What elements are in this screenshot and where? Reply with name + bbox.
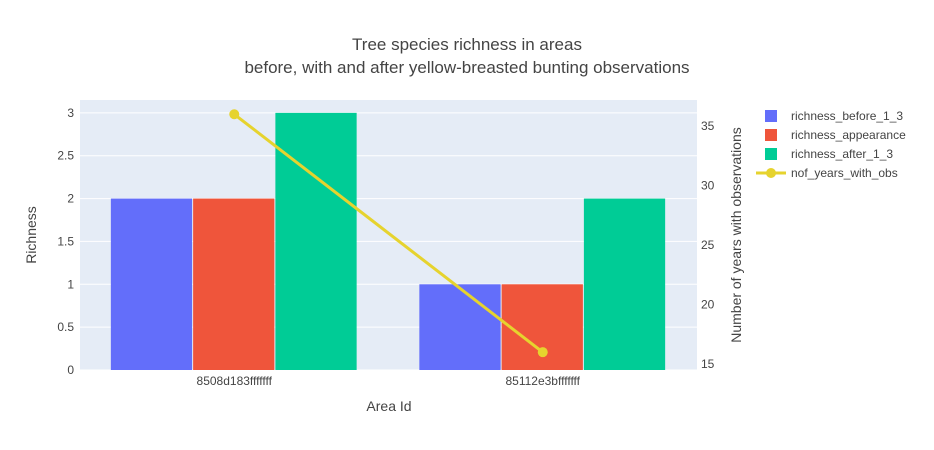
y-tick-label: 1.5 bbox=[57, 234, 74, 248]
point-nof_years_with_obs bbox=[537, 347, 548, 358]
x-tick-label: 8508d183fffffff bbox=[197, 374, 273, 388]
y2-axis-ticks: 15 20 25 30 35 bbox=[701, 119, 715, 371]
y-tick-label: 3 bbox=[67, 106, 74, 120]
bar-richness_after_1_3 bbox=[275, 112, 357, 370]
legend-label: richness_after_1_3 bbox=[791, 147, 893, 161]
y-tick-label: 1 bbox=[67, 277, 74, 291]
bar-richness_after_1_3 bbox=[583, 198, 666, 370]
line-series bbox=[229, 109, 548, 358]
y2-tick-label: 15 bbox=[701, 357, 715, 371]
y-tick-label: 2.5 bbox=[57, 149, 74, 163]
bar-richness_appearance bbox=[501, 284, 583, 370]
bar-richness_before_1_3 bbox=[419, 284, 501, 370]
bar-richness_appearance bbox=[193, 198, 275, 370]
bar-richness_before_1_3 bbox=[110, 198, 193, 370]
y2-tick-label: 25 bbox=[701, 238, 715, 252]
chart-title-line-1: Tree species richness in areas bbox=[352, 35, 582, 54]
line-nof_years_with_obs bbox=[233, 113, 544, 354]
legend-swatch bbox=[765, 110, 777, 122]
legend-label: richness_appearance bbox=[791, 128, 906, 142]
y-axis-title: Richness bbox=[23, 206, 39, 264]
point-nof_years_with_obs bbox=[229, 109, 240, 120]
bars bbox=[110, 112, 666, 370]
x-tick-label: 85112e3bfffffff bbox=[505, 374, 580, 388]
x-axis-title: Area Id bbox=[366, 398, 411, 414]
y2-tick-label: 20 bbox=[701, 298, 715, 312]
legend-swatch bbox=[765, 148, 777, 160]
y-tick-label: 0 bbox=[67, 363, 74, 377]
legend-marker bbox=[766, 168, 776, 178]
legend: richness_before_1_3 richness_appearanceri… bbox=[756, 109, 906, 180]
y2-tick-label: 30 bbox=[701, 179, 715, 193]
chart-title-line-2: before, with and after yellow-breasted b… bbox=[244, 58, 689, 77]
y2-axis-title: Number of years with observations bbox=[728, 127, 744, 343]
x-axis-ticks: 8508d183fffffff 85112e3bfffffff bbox=[197, 374, 581, 388]
y-tick-label: 2 bbox=[67, 192, 74, 206]
y-axis-ticks: 0 0.5 1 1.5 2 2.5 3 bbox=[57, 106, 74, 377]
y-tick-label: 0.5 bbox=[57, 320, 74, 334]
legend-label: nof_years_with_obs bbox=[791, 166, 898, 180]
y2-tick-label: 35 bbox=[701, 119, 715, 133]
legend-swatch bbox=[765, 129, 777, 141]
legend-label: richness_before_1_3 bbox=[791, 109, 903, 123]
